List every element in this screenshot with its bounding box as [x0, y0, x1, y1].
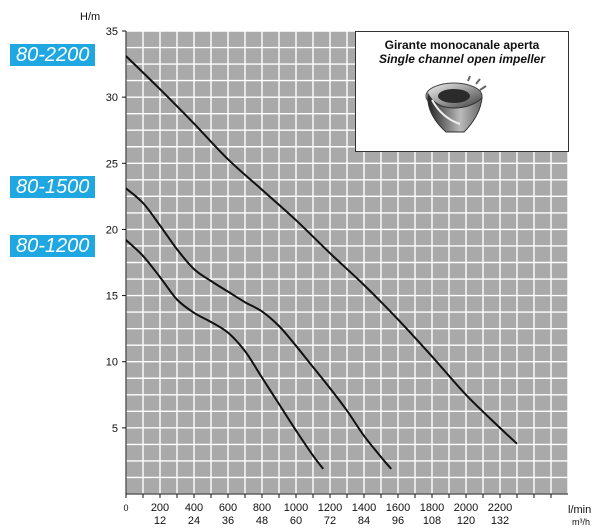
y-unit-label: H/m: [80, 11, 100, 23]
curve-80-2200: [125, 55, 518, 445]
x-tick-label-m3h: 132: [491, 515, 509, 527]
x-tick-label-m3h: 12: [154, 515, 166, 527]
x-tick-label-lmin: 1000: [284, 502, 308, 514]
x-tick-label-lmin: 800: [253, 502, 271, 514]
series-label-80-1500: 80-1500: [10, 176, 96, 198]
x-unit-label-lmin: l/min: [568, 504, 591, 516]
impeller-inset: Girante monocanale aperta Single channel…: [355, 31, 569, 152]
x-tick-label-m3h: 36: [222, 515, 234, 527]
x-tick-label-lmin: 2200: [488, 502, 512, 514]
x-tick-label-lmin: 2000: [454, 502, 478, 514]
x-tick-label-lmin: 1600: [386, 502, 410, 514]
x-tick-label-lmin: 400: [185, 502, 203, 514]
curve-80-1500: [125, 187, 392, 470]
inset-title-italian: Girante monocanale aperta: [384, 38, 540, 52]
inset-title-english: Single channel open impeller: [378, 52, 546, 66]
y-tick-label: 25: [106, 158, 118, 170]
curve-80-1200: [125, 239, 324, 470]
impeller-icon: [425, 75, 487, 133]
series-label-80-1200: 80-1200: [10, 235, 96, 257]
x-tick-label-m3h: 84: [358, 515, 370, 527]
y-tick-label: 15: [106, 291, 118, 303]
x-tick-label-lmin: 0: [123, 503, 128, 513]
y-tick-label: 5: [112, 423, 118, 435]
series-label-80-2200: 80-2200: [10, 44, 96, 66]
x-tick-label-lmin: 200: [151, 502, 169, 514]
x-unit-label-m3h: m³/h: [572, 517, 590, 527]
x-tick-label-lmin: 1200: [318, 502, 342, 514]
x-tick-label-lmin: 1400: [352, 502, 376, 514]
x-tick-label-m3h: 72: [324, 515, 336, 527]
x-tick-label-m3h: 96: [392, 515, 404, 527]
x-tick-label-m3h: 24: [188, 515, 200, 527]
x-tick-label-m3h: 60: [290, 515, 302, 527]
y-tick-label: 10: [106, 357, 118, 369]
x-tick-label-m3h: 108: [423, 515, 441, 527]
x-tick-label-lmin: 1800: [420, 502, 444, 514]
x-tick-label-m3h: 48: [256, 515, 268, 527]
x-tick-label-m3h: 120: [457, 515, 475, 527]
y-tick-label: 20: [106, 224, 118, 236]
y-tick-label: 30: [106, 92, 118, 104]
x-tick-label-lmin: 600: [219, 502, 237, 514]
y-tick-label: 35: [106, 26, 118, 38]
